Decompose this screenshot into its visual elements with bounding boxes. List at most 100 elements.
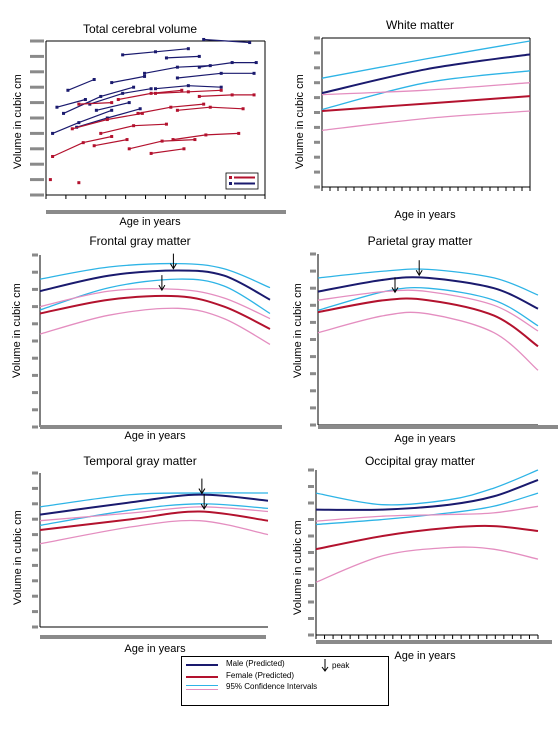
female-point bbox=[186, 90, 190, 94]
female-point bbox=[70, 127, 74, 131]
male-lower-line bbox=[39, 503, 269, 527]
male-point bbox=[186, 84, 190, 88]
female-point bbox=[48, 178, 52, 182]
y-tick-mark bbox=[314, 81, 320, 85]
male-trajectory bbox=[177, 72, 255, 79]
chart-title: Temporal gray matter bbox=[83, 454, 197, 468]
y-tick-mark bbox=[308, 633, 314, 637]
x-axis-label: Age in years bbox=[394, 433, 456, 445]
inset-legend-box bbox=[225, 172, 259, 190]
y-tick-mark bbox=[308, 485, 314, 488]
x-axis-label: Age in years bbox=[394, 650, 456, 662]
female-trajectory bbox=[78, 102, 112, 105]
peak-arrow-head bbox=[169, 263, 177, 270]
male-lower-line bbox=[315, 492, 539, 526]
female-point bbox=[149, 151, 153, 155]
female-point bbox=[149, 91, 153, 95]
peak-arrow-head bbox=[415, 269, 423, 277]
male-point bbox=[186, 47, 190, 51]
male-point bbox=[252, 71, 256, 75]
female-trajectory bbox=[52, 135, 112, 158]
y-tick-mark bbox=[32, 471, 38, 475]
y-tick-mark bbox=[32, 425, 38, 429]
y-tick-mark bbox=[308, 584, 314, 587]
male-point bbox=[132, 85, 136, 89]
male-point bbox=[143, 74, 147, 78]
chart-title: Occipital gray matter bbox=[364, 454, 476, 468]
x-axis-bar bbox=[46, 210, 286, 214]
female-point bbox=[132, 124, 136, 128]
female-lower-line bbox=[39, 307, 271, 345]
y-tick-mark bbox=[310, 320, 316, 324]
male-point bbox=[197, 65, 201, 69]
y-tick-mark bbox=[314, 185, 320, 189]
y-tick-mark bbox=[314, 36, 320, 40]
female-point bbox=[175, 108, 179, 112]
male-trajectory bbox=[199, 61, 257, 68]
male-trajectory bbox=[203, 38, 250, 44]
female-point bbox=[182, 147, 186, 151]
y-tick-mark bbox=[310, 269, 316, 273]
y-tick-mark bbox=[314, 155, 320, 159]
legend: Male (Predicted) Female (Predicted) 95% … bbox=[181, 656, 389, 706]
legend-male-label: Male (Predicted) bbox=[226, 659, 285, 668]
female-point bbox=[125, 138, 129, 142]
male-point bbox=[197, 54, 201, 58]
female-line bbox=[321, 95, 531, 112]
peak-arrow-head bbox=[158, 284, 166, 292]
panel-occipital: Occipital gray matter Volume in cubic cm… bbox=[280, 454, 560, 666]
y-tick-mark bbox=[30, 54, 44, 58]
male-point bbox=[83, 98, 87, 102]
y-tick-mark bbox=[314, 66, 320, 70]
legend-peak: peak bbox=[321, 659, 349, 672]
y-tick-mark bbox=[310, 372, 316, 376]
y-tick-mark bbox=[32, 517, 38, 521]
y-tick-mark bbox=[32, 579, 38, 583]
female-point bbox=[51, 155, 55, 158]
female-upper-line bbox=[321, 82, 531, 96]
female-point bbox=[160, 139, 164, 143]
chart-temporal bbox=[32, 471, 269, 639]
male-lower-line bbox=[321, 70, 531, 111]
male-point bbox=[110, 81, 114, 85]
male-upper-line bbox=[39, 492, 269, 508]
y-tick-mark bbox=[308, 468, 314, 472]
female-upper-line bbox=[315, 505, 539, 522]
peak-arrow-head bbox=[391, 287, 399, 294]
y-tick-mark bbox=[32, 356, 38, 360]
male-point bbox=[99, 94, 103, 98]
x-axis-bar bbox=[318, 425, 558, 429]
male-point bbox=[94, 108, 98, 112]
female-point bbox=[127, 147, 131, 151]
y-tick-mark bbox=[308, 501, 314, 505]
male-point bbox=[230, 61, 234, 65]
chart-title: Total cerebral volume bbox=[82, 22, 198, 36]
female-point bbox=[77, 102, 81, 106]
y-tick-mark bbox=[310, 252, 316, 256]
male-point bbox=[127, 101, 131, 105]
y-tick-mark bbox=[308, 567, 314, 571]
male-point bbox=[121, 53, 125, 57]
x-axis-bar bbox=[40, 635, 266, 639]
male-trajectory bbox=[166, 55, 200, 59]
male-trajectory bbox=[56, 98, 86, 108]
inset-legend-male-marker bbox=[229, 182, 232, 185]
peak-arrow-icon bbox=[200, 493, 208, 510]
x-axis-bar bbox=[316, 640, 552, 644]
female-point bbox=[110, 101, 114, 105]
chart-occipital bbox=[308, 468, 552, 644]
male-point bbox=[175, 65, 179, 69]
y-tick-mark bbox=[310, 406, 316, 410]
y-tick-mark bbox=[32, 533, 38, 537]
male-line bbox=[315, 478, 539, 511]
male-point bbox=[219, 85, 223, 89]
female-point bbox=[77, 181, 81, 185]
y-tick-mark bbox=[308, 534, 314, 538]
male-point bbox=[175, 76, 179, 80]
female-point bbox=[241, 107, 245, 111]
y-tick-mark bbox=[32, 502, 38, 506]
y-tick-mark bbox=[32, 548, 38, 552]
panel-parietal: Parietal gray matter Volume in cubic cm … bbox=[280, 232, 560, 454]
y-tick-mark bbox=[30, 85, 44, 89]
female-point bbox=[110, 134, 114, 138]
